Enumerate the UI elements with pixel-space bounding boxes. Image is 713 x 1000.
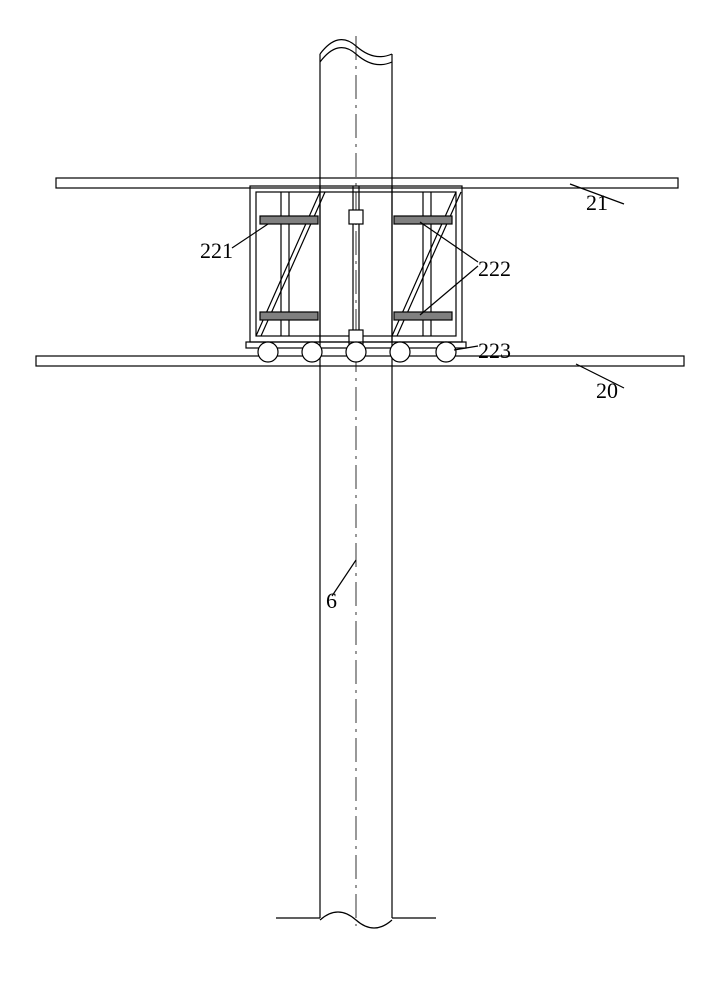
label-223: 223 [478,338,511,364]
label-21: 21 [586,190,608,216]
label-221: 221 [200,238,233,264]
label-222: 222 [478,256,511,282]
label-20: 20 [596,378,618,404]
label-6: 6 [326,588,337,614]
engineering-diagram [0,0,713,1000]
